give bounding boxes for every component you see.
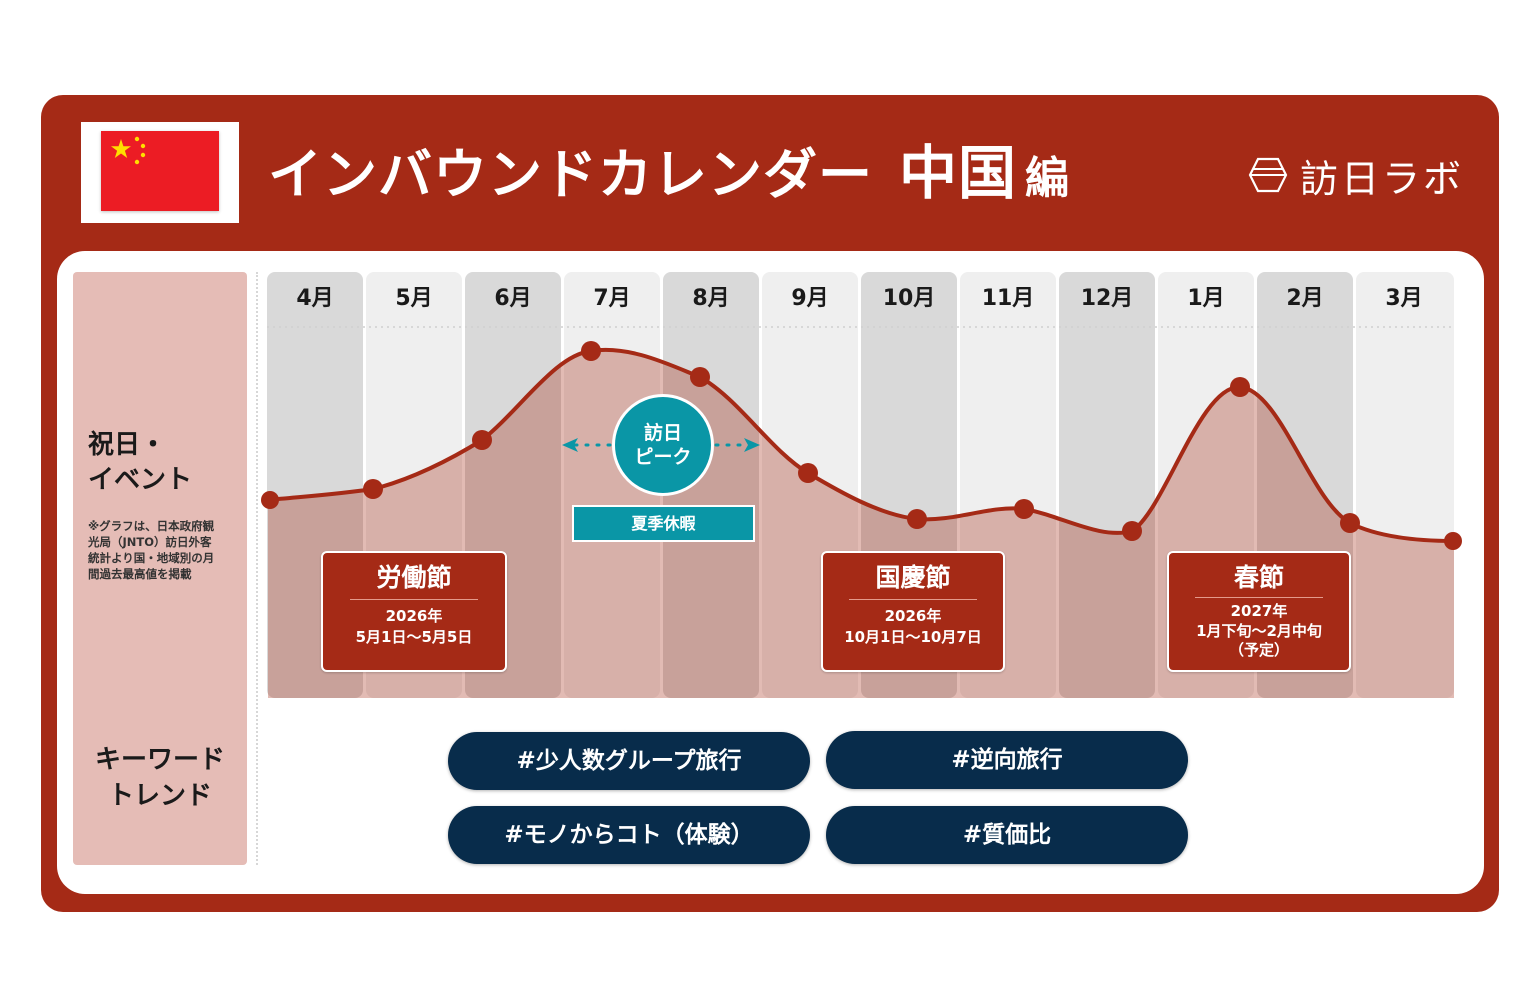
title-text: インバウンドカレンダー — [268, 143, 873, 206]
data-source-note: ※グラフは、日本政府観 光局（JNTO）訪日外客 統計より国・地域別の月 間過去… — [88, 518, 243, 582]
month-label-may: 5月 — [395, 286, 433, 311]
event-dates: 10月1日〜10月7日 — [844, 628, 982, 646]
visit-peak-badge: 訪日 ピーク — [612, 394, 714, 496]
brand-name: 訪日ラボ — [1300, 156, 1465, 201]
events-label-line2: イベント — [88, 465, 193, 495]
keyword-experiences: #モノからコト（体験） — [448, 806, 810, 864]
event-year: 2026年 — [385, 607, 443, 625]
event-divider — [350, 599, 478, 600]
peak-range-arrows — [562, 438, 760, 452]
keywords-label-line1: キーワード — [94, 745, 225, 775]
events-row-label: 祝日・ イベント — [88, 428, 192, 498]
column-divider — [256, 272, 258, 865]
month-label-dec: 12月 — [1080, 286, 1134, 311]
event-divider — [1195, 597, 1323, 598]
trend-area — [268, 349, 1454, 698]
keyword-small-group-travel: #少人数グループ旅行 — [448, 732, 810, 790]
month-label-apr: 4月 — [296, 286, 334, 311]
keyword-quality-price-ratio: #質価比 — [826, 806, 1188, 864]
keywords-label-line2: トレンド — [107, 781, 212, 811]
keywords-row-label: キーワード トレンド — [73, 742, 247, 814]
month-label-jan: 1月 — [1187, 286, 1225, 311]
event-spring-festival: 春節 2027年 1月下旬〜2月中旬 （予定） — [1167, 551, 1351, 672]
event-name: 春節 — [1233, 563, 1284, 592]
data-points — [261, 341, 1462, 550]
event-dates: 5月1日〜5月5日 — [355, 628, 473, 646]
month-label-jun: 6月 — [494, 286, 532, 311]
brand-hexagon-icon — [1248, 157, 1288, 193]
event-labor-day: 労働節 2026年 5月1日〜5月5日 — [321, 551, 507, 672]
month-label-feb: 2月 — [1286, 286, 1324, 311]
peak-line1: 訪日 — [643, 422, 682, 444]
month-label-aug: 8月 — [692, 286, 730, 311]
summer-holiday-label: 夏季休暇 — [572, 505, 755, 542]
month-label-mar: 3月 — [1385, 286, 1423, 311]
note-line: 間過去最高値を掲載 — [88, 567, 192, 581]
keyword-reverse-travel: #逆向旅行 — [826, 731, 1188, 789]
event-note: （予定） — [1228, 641, 1289, 659]
event-name: 労働節 — [376, 563, 452, 592]
row-label-column — [73, 272, 247, 865]
note-line: 統計より国・地域別の月 — [88, 551, 215, 565]
events-label-line1: 祝日・ — [88, 430, 167, 460]
note-line: 光局（JNTO）訪日外客 — [88, 535, 212, 549]
note-line: ※グラフは、日本政府観 — [88, 519, 215, 533]
month-label-sep: 9月 — [791, 286, 829, 311]
event-national-day: 国慶節 2026年 10月1日〜10月7日 — [821, 551, 1005, 672]
brand-logo: 訪日ラボ — [1248, 146, 1464, 204]
page-title: インバウンドカレンダー 中国編 — [268, 128, 1070, 224]
event-year: 2026年 — [884, 607, 942, 625]
month-label-jul: 7月 — [593, 286, 631, 311]
title-suffix: 編 — [1025, 153, 1071, 204]
month-label-oct: 10月 — [882, 286, 936, 311]
month-label-nov: 11月 — [981, 286, 1035, 311]
event-name: 国慶節 — [875, 563, 951, 592]
event-year: 2027年 — [1230, 602, 1288, 620]
china-flag-icon — [101, 131, 219, 211]
peak-line2: ピーク — [634, 446, 692, 468]
event-dates: 1月下旬〜2月中旬 — [1196, 622, 1322, 640]
title-country: 中国 — [899, 139, 1018, 207]
event-divider — [849, 599, 977, 600]
